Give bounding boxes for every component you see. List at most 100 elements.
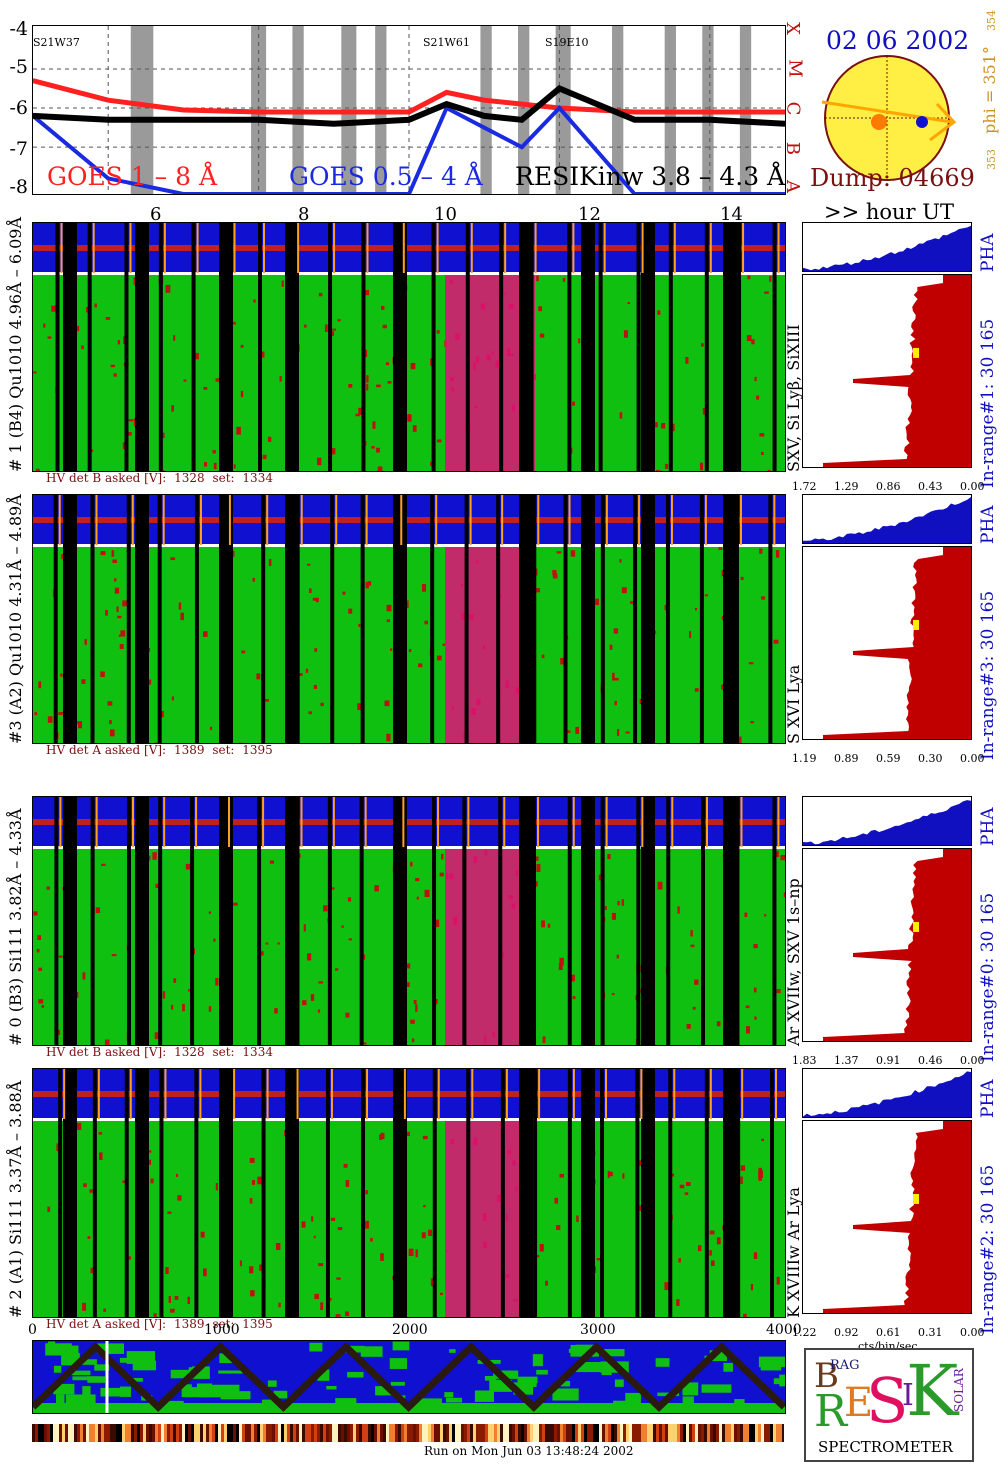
strip-cell [554, 1424, 557, 1442]
waterfall-noise [407, 414, 412, 422]
strip-cell [269, 1424, 272, 1442]
waterfall-noise [364, 289, 369, 296]
raw-green-patch [347, 1371, 364, 1378]
waterfall-noise [177, 1195, 182, 1201]
sun-region-marker [871, 114, 887, 130]
waterfall-noise [740, 576, 744, 581]
waterfall-noise [571, 974, 575, 982]
waterfall-gap-thin [58, 1069, 63, 1317]
waterfall-noise [598, 874, 602, 881]
raw-green-patch [317, 1369, 330, 1381]
waterfall-gap-thin [398, 1069, 403, 1317]
waterfall-edge-highlight [673, 1069, 676, 1119]
in-range-label: In-range#0: 30 165 [978, 892, 998, 1062]
waterfall-noise [664, 1282, 669, 1291]
raw-green-patch [444, 1392, 454, 1398]
waterfall-edge-highlight [437, 1069, 440, 1119]
waterfall-noise [436, 439, 442, 443]
strip-cell [71, 1424, 74, 1442]
waterfall-gap-thin [735, 797, 740, 1045]
strip-cell [413, 1424, 416, 1442]
waterfall-noise [119, 643, 124, 649]
waterfall-edge-highlight [572, 223, 575, 273]
waterfall-noise [567, 730, 571, 733]
waterfall-gap-thin [397, 223, 402, 471]
strip-cell [467, 1424, 470, 1442]
scale-tick: 0.46 [918, 1054, 943, 1067]
strip-cell [749, 1424, 752, 1442]
waterfall-edge-highlight [605, 495, 608, 545]
waterfall-noise [405, 963, 411, 969]
raw-green-patch [484, 1375, 496, 1381]
strip-cell [77, 1424, 80, 1442]
raw-green-patch [100, 1387, 130, 1397]
waterfall-noise [412, 425, 417, 432]
strip-cell [356, 1424, 359, 1442]
waterfall-noise [415, 877, 420, 882]
waterfall-noise [162, 991, 166, 999]
waterfall-noise [677, 906, 680, 914]
waterfall-gap-thin [257, 797, 262, 1045]
waterfall-noise [747, 275, 751, 280]
waterfall-edge-highlight [296, 1069, 299, 1119]
strip-cell [254, 1424, 257, 1442]
raw-green-patch [375, 1386, 393, 1396]
strip-cell [134, 1424, 137, 1442]
strip-cell [506, 1424, 509, 1442]
pha-histogram [802, 1068, 972, 1118]
waterfall-edge-highlight [300, 495, 303, 545]
waterfall-noise [559, 1173, 565, 1178]
strip-cell [191, 1424, 194, 1442]
waterfall-edge-highlight [605, 1069, 608, 1119]
scale-tick: 1.37 [834, 1054, 859, 1067]
strip-cell [374, 1424, 377, 1442]
scale-tick: 1.72 [792, 480, 817, 493]
waterfall-noise [710, 1260, 715, 1267]
waterfall-noise [194, 352, 199, 360]
waterfall-noise [86, 306, 89, 313]
waterfall-edge-highlight [228, 797, 231, 847]
waterfall-noise [174, 1295, 179, 1300]
waterfall-noise [127, 432, 132, 436]
waterfall-edge-highlight [740, 797, 743, 847]
waterfall-noise [109, 729, 115, 737]
orbit-arrow [929, 102, 957, 142]
hv-set-label: set: [212, 743, 235, 757]
region-label: S19E10 [545, 36, 589, 49]
waterfall-edge-highlight [196, 223, 199, 273]
strip-cell [644, 1424, 647, 1442]
pha-label: PHA [978, 233, 998, 272]
waterfall-noise [692, 1006, 696, 1010]
waterfall-noise [372, 421, 376, 429]
strip-cell [263, 1424, 266, 1442]
strip-cell [566, 1424, 569, 1442]
waterfall-gap-thin [361, 223, 366, 471]
waterfall-noise [180, 612, 184, 621]
waterfall-noise [91, 449, 94, 452]
waterfall-noise [209, 726, 213, 731]
raw-green-patch [532, 1354, 543, 1367]
pha-histogram [802, 796, 972, 846]
waterfall-noise [594, 598, 599, 606]
waterfall-noise [336, 1277, 341, 1280]
detector-waterfall-0 [32, 222, 786, 472]
raw-scan-zigzag [33, 1342, 785, 1412]
waterfall-gap [723, 1069, 737, 1317]
detector-label: # 2 (A1) Si111 3.37Å – 3.88Å [6, 1080, 25, 1318]
waterfall-gap-thin [295, 495, 300, 743]
strip-cell [437, 1424, 440, 1442]
pha-area [803, 800, 971, 845]
strip-cell [119, 1424, 122, 1442]
strip-cell [107, 1424, 110, 1442]
intensity-area [823, 1121, 971, 1313]
waterfall-noise [609, 644, 613, 650]
waterfall-noise [36, 948, 40, 953]
waterfall-noise [278, 1302, 281, 1308]
waterfall-noise [308, 588, 312, 593]
waterfall-noise [753, 1252, 758, 1259]
waterfall-edge-highlight [262, 797, 265, 847]
waterfall-noise [118, 634, 121, 637]
waterfall-gap [723, 797, 737, 1045]
waterfall-gap-thin [223, 797, 228, 1045]
waterfall-noise [361, 1042, 367, 1045]
